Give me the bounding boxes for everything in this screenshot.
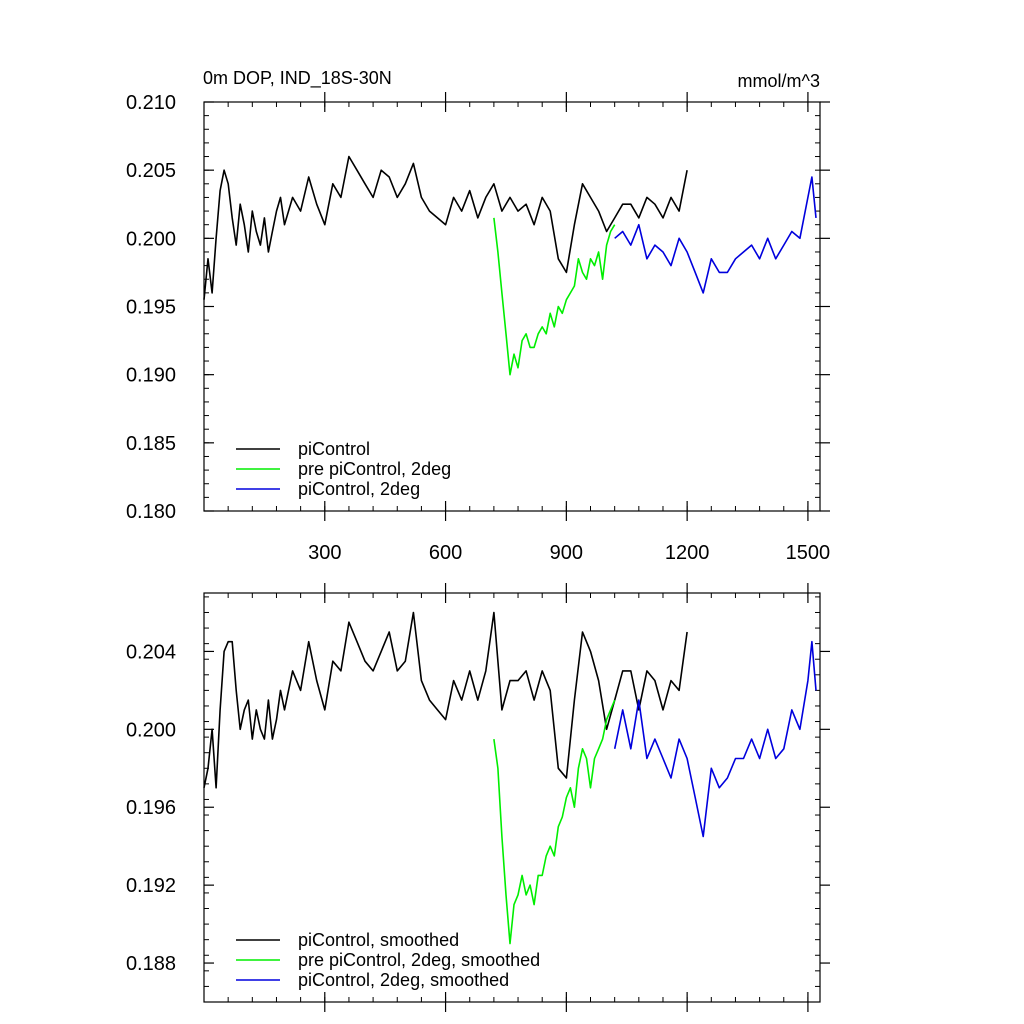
bottom-panel: 0.188 0.192 0.196 0.200 0.204 piControl, smoo… — [126, 583, 830, 1012]
legend-label: pre piControl, 2deg — [298, 459, 451, 479]
legend-label: piControl, 2deg — [298, 479, 420, 499]
legend-label: piControl — [298, 439, 370, 459]
legend-label: pre piControl, 2deg, smoothed — [298, 950, 540, 970]
y-tick-label: 0.196 — [126, 797, 176, 819]
y-tick-label: 0.210 — [126, 92, 176, 114]
x-tick-label: 1500 — [786, 542, 831, 564]
x-tick-label: 1200 — [665, 542, 710, 564]
y-tick-label: 0.192 — [126, 875, 176, 897]
legend-label: piControl, 2deg, smoothed — [298, 970, 509, 990]
plot-frame — [203, 592, 821, 1003]
x-tick-label: 600 — [429, 542, 462, 564]
legend-label: piControl, smoothed — [298, 930, 459, 950]
y-tick-label: 0.195 — [126, 297, 176, 319]
y-tick-label: 0.190 — [126, 365, 176, 387]
y-tick-label: 0.185 — [126, 433, 176, 455]
y-tick-label: 0.200 — [126, 228, 176, 250]
y-tick-label: 0.204 — [126, 641, 176, 663]
top-panel: 300 600 900 1200 1500 0.180 0.185 0.190 0.195 0.2… — [126, 92, 830, 564]
series-line — [493, 699, 616, 945]
x-tick-label: 300 — [308, 542, 341, 564]
units-label: mmol/m^3 — [738, 71, 820, 91]
series-line — [614, 176, 817, 294]
plot-frame — [203, 101, 821, 512]
chart-title: 0m DOP, IND_18S-30N — [203, 68, 392, 89]
y-tick-label: 0.200 — [126, 719, 176, 741]
series-line — [493, 217, 616, 376]
y-tick-label: 0.205 — [126, 160, 176, 182]
y-tick-label: 0.180 — [126, 501, 176, 523]
series-line — [203, 611, 688, 789]
series-line — [613, 640, 817, 838]
y-tick-label: 0.188 — [126, 953, 176, 975]
x-tick-label: 900 — [550, 542, 583, 564]
series-line — [203, 155, 688, 300]
